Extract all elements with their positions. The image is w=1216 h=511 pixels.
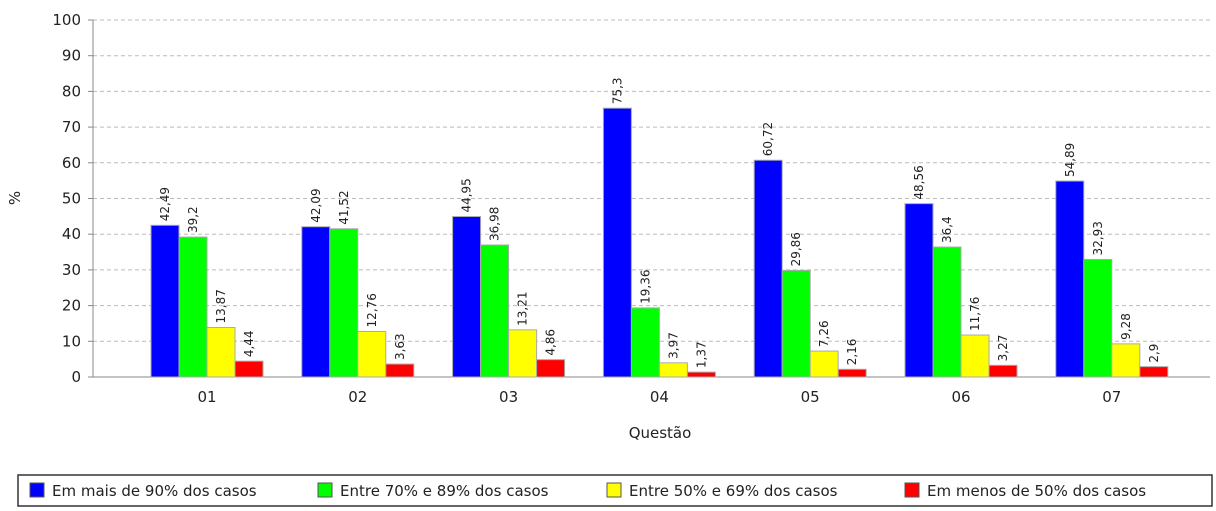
value-label: 3,63 [393,333,407,360]
x-tick-label: 05 [801,388,820,406]
legend-swatch [29,482,45,498]
bar [602,107,632,378]
y-tick-label: 30 [62,261,81,279]
bar [988,364,1018,378]
y-tick-label: 80 [62,82,81,100]
bar [686,371,716,378]
bar [1139,366,1169,378]
bar [178,236,208,378]
bar [753,159,783,378]
y-tick-label: 70 [62,118,81,136]
value-label: 4,44 [242,330,256,357]
bar [480,244,510,378]
y-tick-label: 60 [62,154,81,172]
y-tick-label: 0 [71,368,81,386]
value-label: 4,86 [544,329,558,356]
legend-swatch [606,482,622,498]
value-label: 48,56 [912,165,926,199]
x-tick-label: 07 [1102,388,1121,406]
value-label: 13,21 [516,291,530,325]
legend-swatch [317,482,333,498]
bar [234,360,264,378]
value-label: 42,09 [309,188,323,222]
legend-box [17,474,1213,507]
legend-label: Em mais de 90% dos casos [52,482,257,500]
x-tick-label: 04 [650,388,669,406]
value-label: 3,27 [996,335,1010,362]
bar [837,368,867,378]
bar [1055,180,1085,378]
bar [329,228,359,378]
value-label: 44,95 [460,178,474,212]
value-label: 3,97 [666,332,680,359]
value-label: 60,72 [761,122,775,156]
y-tick-label: 90 [62,47,81,65]
value-label: 2,16 [845,339,859,366]
value-label: 39,2 [186,206,200,233]
bar [1111,343,1141,378]
x-tick-label: 03 [499,388,518,406]
bar [809,350,839,378]
bar [150,224,180,378]
y-tick-label: 10 [62,332,81,350]
bar [1083,258,1113,378]
value-label: 9,28 [1119,313,1133,340]
x-tick-label: 06 [951,388,970,406]
x-tick-label: 01 [197,388,216,406]
bar [536,359,566,378]
value-label: 36,4 [940,216,954,243]
bar [206,326,236,378]
y-tick-label: 20 [62,297,81,315]
value-label: 11,76 [968,297,982,331]
legend-label: Entre 50% e 69% dos casos [629,482,838,500]
bar [452,216,482,378]
bar [960,334,990,378]
bar [658,362,688,378]
value-label: 75,3 [610,77,624,104]
bar [357,330,387,378]
y-axis-title: % [6,191,24,205]
value-label: 42,49 [158,187,172,221]
value-label: 54,89 [1063,143,1077,177]
bar [904,203,934,378]
legend-swatch [904,482,920,498]
bar [781,269,811,378]
value-label: 7,26 [817,320,831,347]
y-tick-label: 50 [62,190,81,208]
bar [630,307,660,378]
x-axis-title: Questão [629,424,692,442]
bar [301,226,331,378]
value-label: 13,87 [214,289,228,323]
value-label: 12,76 [365,293,379,327]
x-tick-label: 02 [348,388,367,406]
value-label: 41,52 [337,190,351,224]
value-label: 29,86 [789,232,803,266]
value-label: 1,37 [694,341,708,368]
y-tick-label: 40 [62,225,81,243]
value-label: 19,36 [638,270,652,304]
value-label: 32,93 [1091,221,1105,255]
y-tick-label: 100 [52,11,81,29]
bar [932,246,962,378]
legend-label: Entre 70% e 89% dos casos [340,482,549,500]
value-label: 36,98 [488,207,502,241]
value-label: 2,9 [1147,344,1161,363]
bar [508,329,538,378]
legend-label: Em menos de 50% dos casos [927,482,1146,500]
bar [385,363,415,378]
